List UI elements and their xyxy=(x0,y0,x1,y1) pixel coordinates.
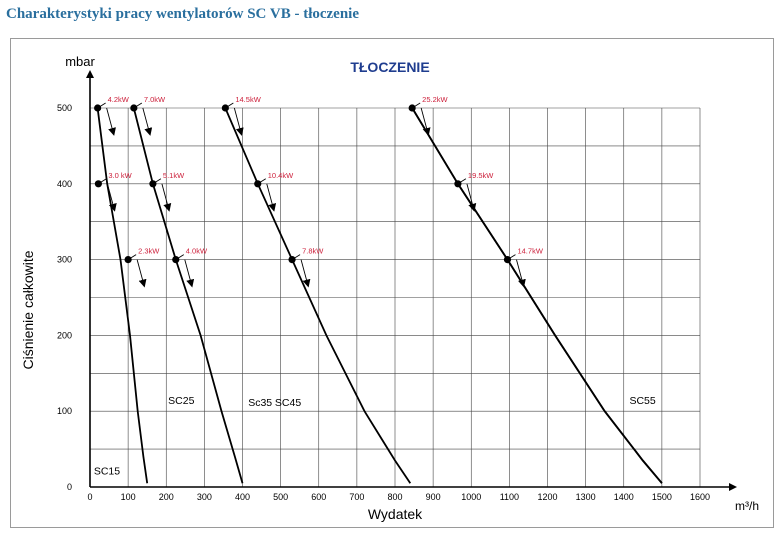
y-tick-label: 300 xyxy=(57,255,72,265)
power-leader xyxy=(175,254,185,260)
power-leader xyxy=(411,102,421,109)
power-leader xyxy=(291,254,301,260)
series-curve-sc55 xyxy=(411,107,663,484)
power-arrow xyxy=(466,183,477,212)
series-curve-sc25 xyxy=(132,107,244,484)
power-label: 4.0kW xyxy=(186,247,208,256)
chart-title: TŁOCZENIE xyxy=(350,59,429,75)
series-curve-sc15 xyxy=(96,107,149,484)
y-axis-unit: mbar xyxy=(65,54,95,69)
series-curve-sc35 xyxy=(224,107,412,484)
x-tick-label: 900 xyxy=(426,492,441,502)
series-label: SC15 xyxy=(94,465,120,477)
axes xyxy=(86,70,737,491)
series-labels: SC15 SC25 Sc35 SC45 SC55 xyxy=(94,395,656,477)
tick-labels: 0 100 200 300 400 500 600 700 800 900 1000 1100 1200… xyxy=(57,103,710,502)
x-axis-label: Wydatek xyxy=(368,506,423,522)
power-leader xyxy=(457,178,467,185)
curves xyxy=(96,107,663,484)
power-arrow xyxy=(136,259,147,288)
page-title: Charakterystyki pracy wentylatorów SC VB… xyxy=(6,6,360,22)
power-arrow xyxy=(106,107,116,136)
power-arrow xyxy=(161,183,172,212)
y-tick-label: 400 xyxy=(57,179,72,189)
power-label: 3.0 kW xyxy=(108,171,132,180)
power-leader xyxy=(507,254,516,260)
power-arrow xyxy=(142,107,153,136)
x-tick-label: 0 xyxy=(87,492,92,502)
power-label: 25.2kW xyxy=(422,95,448,104)
x-tick-label: 500 xyxy=(273,492,288,502)
series-curve-sc45 xyxy=(411,107,663,484)
power-label: 2.3kW xyxy=(138,247,160,256)
power-label: 14.5kW xyxy=(235,95,261,104)
power-leader xyxy=(133,102,143,109)
power-arrow xyxy=(106,183,117,212)
x-tick-label: 200 xyxy=(159,492,174,502)
y-tick-label: 500 xyxy=(57,103,72,113)
power-label: 7.8kW xyxy=(302,247,324,256)
power-label: 4.2kW xyxy=(108,95,130,104)
power-points: 4.2kW 3.0 kW 2.3kW 7.0kW 5.1kW 4.0kW 14.5kW 10.… xyxy=(94,95,544,288)
x-tick-label: 100 xyxy=(121,492,136,502)
power-arrow xyxy=(266,183,277,212)
power-leader xyxy=(225,102,234,109)
x-tick-label: 800 xyxy=(387,492,402,502)
series-label: SC55 xyxy=(629,395,655,407)
power-label: 7.0kW xyxy=(144,95,166,104)
y-tick-label: 200 xyxy=(57,330,72,340)
power-leader xyxy=(97,102,106,109)
power-label: 19.5kW xyxy=(468,171,494,180)
power-arrow xyxy=(516,259,526,288)
x-tick-label: 1000 xyxy=(461,492,481,502)
power-arrow xyxy=(300,259,311,288)
x-tick-label: 1300 xyxy=(576,492,596,502)
series-label: SC45 xyxy=(275,397,301,409)
x-axis-unit: m³/h xyxy=(735,499,759,513)
power-leader xyxy=(257,178,266,185)
y-tick-label: 0 xyxy=(67,482,72,492)
y-axis-label: Ciśnienie całkowite xyxy=(20,250,36,369)
grid xyxy=(90,107,701,487)
power-arrow xyxy=(184,259,195,288)
x-tick-label: 700 xyxy=(349,492,364,502)
x-tick-label: 1200 xyxy=(537,492,557,502)
series-label: Sc35 xyxy=(248,397,272,409)
power-arrow xyxy=(420,107,431,136)
x-tick-label: 1400 xyxy=(614,492,634,502)
power-arrow xyxy=(233,107,244,136)
x-tick-label: 600 xyxy=(311,492,326,502)
x-tick-label: 300 xyxy=(197,492,212,502)
power-leader xyxy=(98,178,107,185)
series-label: SC25 xyxy=(168,395,194,407)
x-tick-label: 1600 xyxy=(690,492,710,502)
x-tick-label: 1500 xyxy=(652,492,672,502)
power-leader xyxy=(127,254,137,260)
x-tick-label: 400 xyxy=(235,492,250,502)
y-tick-label: 100 xyxy=(57,406,72,416)
power-label: 10.4kW xyxy=(268,171,294,180)
power-leader xyxy=(152,178,162,185)
x-tick-label: 1100 xyxy=(500,492,519,502)
power-label: 14.7kW xyxy=(517,247,543,256)
power-label: 5.1kW xyxy=(163,171,185,180)
